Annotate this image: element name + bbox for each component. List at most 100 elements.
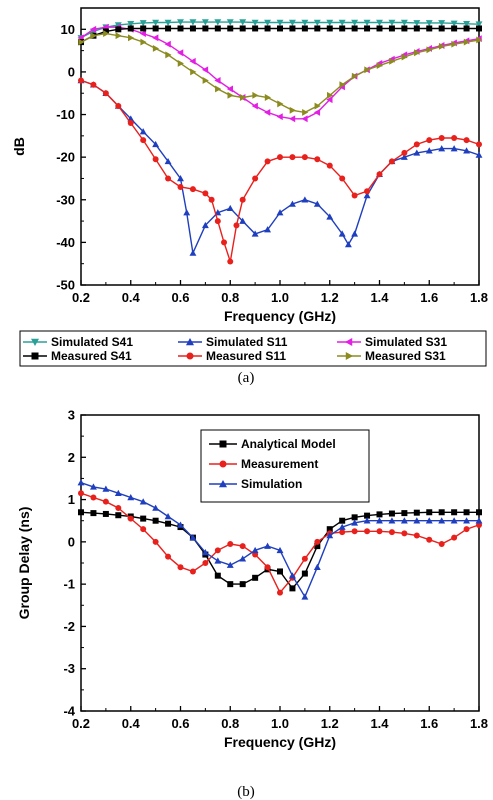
data-point	[451, 135, 457, 141]
x-tick-label: 1.4	[370, 290, 389, 305]
data-point	[439, 541, 445, 547]
data-point	[153, 25, 159, 31]
chart-a-y-axis-title: dB	[11, 137, 27, 156]
chart-a: 0.2 0.4 0.6 0.8 1.0 1.2 1.4 1.6 1.8-50-40-30-20-…	[11, 8, 488, 386]
data-point	[252, 175, 258, 181]
data-point	[165, 25, 171, 31]
data-point	[439, 135, 445, 141]
series-line	[81, 34, 479, 113]
series-line	[81, 493, 479, 592]
data-point	[401, 530, 407, 536]
data-point	[302, 25, 308, 31]
legend-marker	[220, 461, 227, 468]
y-tick-label: -1	[63, 577, 75, 592]
data-point	[140, 25, 146, 31]
data-point	[301, 115, 307, 122]
data-point	[215, 86, 221, 93]
x-tick-label: 0.8	[221, 716, 239, 731]
data-point	[277, 25, 283, 31]
y-tick-label: 3	[68, 408, 75, 423]
data-point	[277, 113, 283, 120]
legend-label: Simulated S11	[206, 335, 288, 349]
data-point	[314, 564, 321, 570]
data-point	[426, 509, 432, 515]
x-tick-label: 1.4	[370, 716, 389, 731]
data-point	[240, 197, 246, 203]
x-tick-label: 0.8	[221, 290, 239, 305]
data-point	[152, 505, 159, 511]
data-point	[314, 539, 320, 545]
data-point	[178, 564, 184, 570]
data-point	[377, 528, 383, 534]
data-point	[116, 32, 122, 39]
data-point	[165, 41, 171, 48]
data-point	[189, 250, 196, 256]
data-point	[264, 543, 271, 549]
data-point	[277, 568, 283, 574]
data-point	[202, 190, 208, 196]
data-point	[351, 230, 358, 236]
series-measurement	[78, 490, 482, 595]
data-point	[464, 25, 470, 31]
y-tick-label: -30	[56, 192, 75, 207]
data-point	[401, 510, 407, 516]
data-point	[78, 490, 84, 496]
data-point	[152, 34, 158, 41]
y-tick-label: 2	[68, 450, 75, 465]
data-point	[215, 218, 221, 224]
chart-b-x-axis-title: Frequency (GHz)	[224, 734, 336, 750]
data-point	[165, 175, 171, 181]
legend-label: Measured S41	[51, 349, 132, 363]
data-point	[78, 509, 84, 515]
data-point	[240, 581, 246, 587]
data-point	[190, 186, 196, 192]
data-point	[439, 25, 445, 31]
data-point	[265, 94, 271, 101]
data-point	[389, 158, 395, 164]
data-point	[128, 120, 134, 126]
data-point	[240, 25, 246, 31]
series-line	[81, 80, 479, 261]
data-point	[227, 259, 233, 265]
data-point	[153, 539, 159, 545]
data-point	[215, 25, 221, 31]
data-point	[289, 154, 295, 160]
data-point	[439, 509, 445, 515]
data-point	[140, 137, 146, 143]
data-point	[227, 92, 233, 99]
data-point	[327, 163, 333, 169]
data-point	[401, 25, 407, 31]
data-point	[289, 115, 295, 122]
series-simulated-s31	[78, 24, 482, 123]
data-point	[277, 209, 284, 215]
data-point	[190, 25, 196, 31]
data-point	[128, 25, 134, 31]
x-tick-label: 1.2	[321, 290, 339, 305]
data-point	[314, 25, 320, 31]
data-point	[115, 505, 121, 511]
data-point	[401, 150, 407, 156]
data-point	[90, 494, 96, 500]
data-point	[451, 509, 457, 515]
data-point	[377, 171, 383, 177]
data-point	[153, 518, 159, 524]
data-point	[153, 156, 159, 162]
data-point	[451, 25, 457, 31]
data-point	[414, 510, 420, 516]
chart-b-caption: (b)	[237, 784, 255, 800]
data-point	[301, 593, 308, 599]
data-point	[464, 526, 470, 532]
data-point	[277, 100, 283, 107]
data-point	[389, 529, 395, 535]
legend-label: Simulated S41	[51, 335, 133, 349]
data-point	[314, 156, 320, 162]
data-point	[352, 25, 358, 31]
data-point	[464, 509, 470, 515]
data-point	[215, 573, 221, 579]
data-point	[352, 528, 358, 534]
data-point	[426, 25, 432, 31]
data-point	[252, 92, 258, 99]
y-tick-label: -10	[56, 107, 75, 122]
x-tick-label: 0.4	[122, 716, 141, 731]
data-point	[140, 526, 146, 532]
